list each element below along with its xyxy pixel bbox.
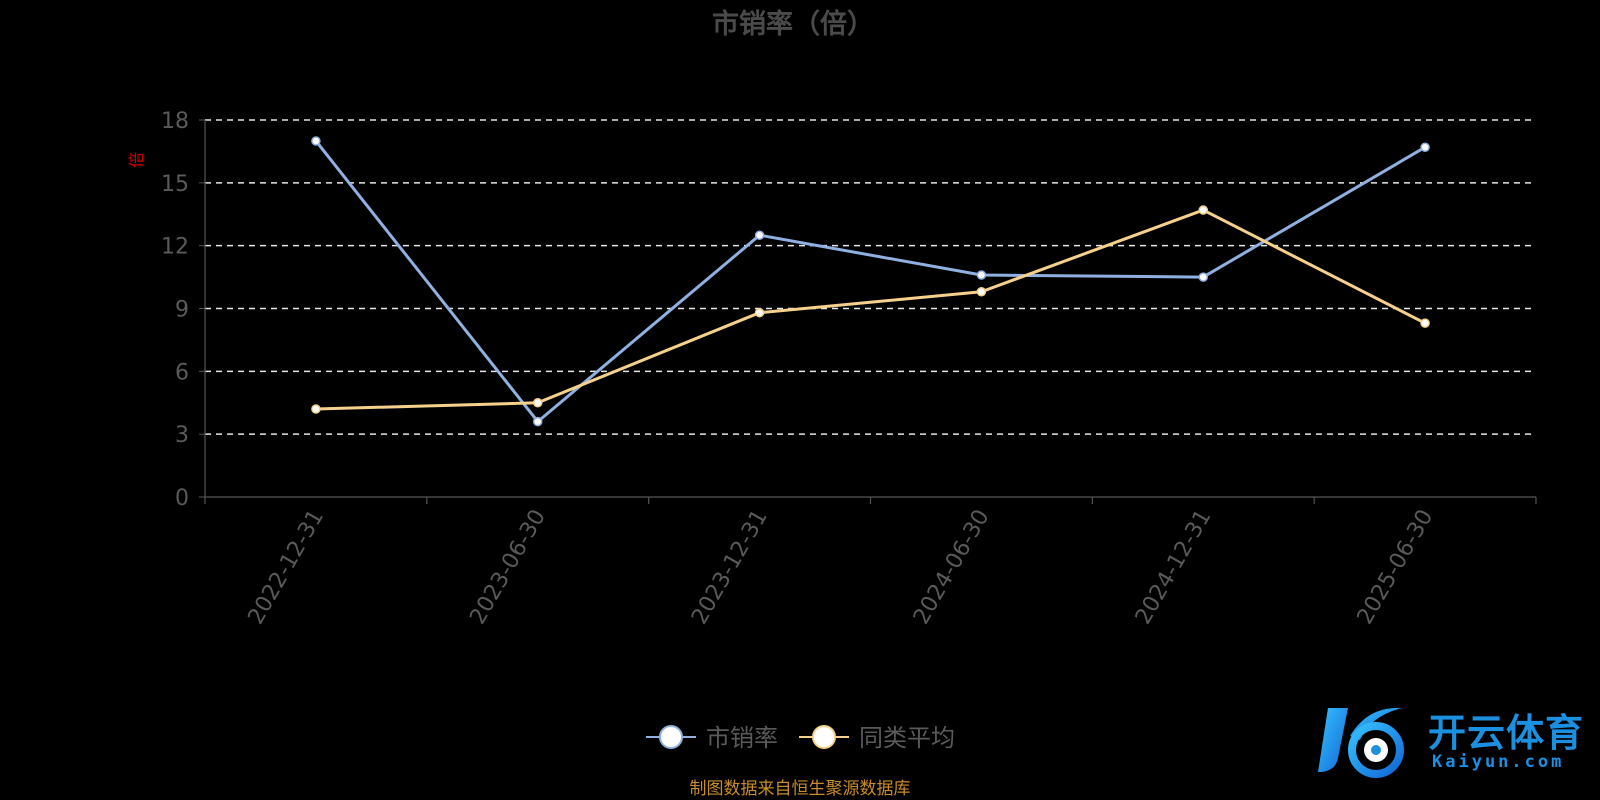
grid-lines xyxy=(205,119,1536,435)
series-line xyxy=(314,140,1426,424)
series-line xyxy=(315,208,1426,411)
data-point xyxy=(311,136,321,146)
data-point xyxy=(754,307,765,318)
data-point xyxy=(1198,205,1208,215)
source-note: 制图数据来自恒生聚源数据库 xyxy=(690,779,911,799)
data-point xyxy=(1420,318,1430,328)
x-tick-label: 2024-12-31 xyxy=(1131,506,1217,629)
axes xyxy=(199,119,1537,504)
x-tick-label: 2023-12-31 xyxy=(687,506,773,629)
y-tick-label: 12 xyxy=(161,235,189,260)
legend-item[interactable]: 市销率 xyxy=(646,724,778,752)
watermark-text-en: Kaiyun.com xyxy=(1432,752,1565,772)
kaiyun-logo-icon xyxy=(1318,707,1404,778)
data-point xyxy=(311,404,321,414)
legend-item[interactable]: 同类平均 xyxy=(799,724,955,752)
data-point xyxy=(533,416,543,427)
data-point xyxy=(754,230,765,240)
y-tick-label: 9 xyxy=(175,298,189,323)
legend-label: 同类平均 xyxy=(859,724,955,752)
watermark-logo: 开云体育 Kaiyun.com xyxy=(1310,700,1590,780)
data-point xyxy=(1198,272,1208,282)
y-axis-unit: 倍 xyxy=(127,152,146,168)
series-2 xyxy=(311,205,1430,414)
y-tick-label: 6 xyxy=(175,360,189,385)
legend-marker xyxy=(812,725,836,749)
data-point xyxy=(533,398,543,408)
legend-label: 市销率 xyxy=(706,724,778,752)
series-1 xyxy=(311,136,1430,427)
y-tick-labels: 0 3 6 9 12 15 18 xyxy=(161,109,189,511)
series-lines xyxy=(311,136,1430,427)
y-tick-label: 18 xyxy=(161,109,189,134)
x-tick-label: 2025-06-30 xyxy=(1353,506,1439,629)
data-point xyxy=(1420,142,1430,152)
chart-title: 市销率（倍） xyxy=(712,8,874,40)
legend[interactable]: 市销率 同类平均 xyxy=(646,724,955,752)
x-tick-label: 2023-06-30 xyxy=(465,506,551,629)
y-tick-label: 0 xyxy=(175,486,189,511)
y-tick-label: 15 xyxy=(161,172,189,197)
y-tick-label: 3 xyxy=(175,423,189,448)
x-tick-labels: 2022-12-31 2023-06-30 2023-12-31 2024-06-30… xyxy=(244,506,1439,629)
watermark-text-cn: 开云体育 xyxy=(1428,711,1585,755)
legend-marker xyxy=(659,725,683,749)
x-tick-label: 2024-06-30 xyxy=(909,506,995,629)
data-point xyxy=(976,270,987,280)
x-tick-label: 2022-12-31 xyxy=(244,506,330,629)
data-point xyxy=(976,286,987,297)
